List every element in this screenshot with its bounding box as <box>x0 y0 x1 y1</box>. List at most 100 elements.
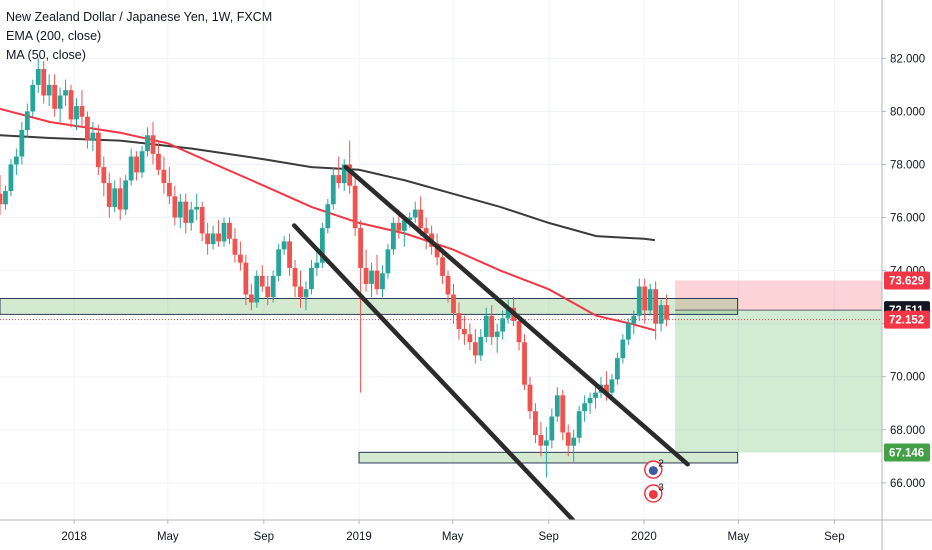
channel-line-1[interactable] <box>292 223 576 523</box>
candle-body <box>276 249 282 276</box>
candle-body <box>101 167 107 184</box>
candle-body <box>325 204 331 229</box>
candle-body <box>8 164 14 192</box>
candle-body <box>500 318 506 332</box>
support-zone-2[interactable] <box>358 451 739 464</box>
chart-legend: New Zealand Dollar / Japanese Yen, 1W, F… <box>6 8 272 65</box>
candle-body <box>13 156 19 165</box>
candle-body <box>52 84 58 109</box>
price-tick-label: 68.000 <box>890 425 925 437</box>
price-tick-label: 66.000 <box>890 478 925 490</box>
time-tick-label: May <box>728 531 750 543</box>
candle-body <box>205 233 211 245</box>
time-tick-label: Sep <box>824 531 844 543</box>
price-badge-take-profit-upper[interactable] <box>884 271 930 290</box>
time-tick-label: 2019 <box>346 531 372 543</box>
candle-body <box>412 209 418 218</box>
candle-body <box>46 84 52 96</box>
price-badge-target[interactable] <box>884 443 930 462</box>
candle-body <box>565 432 571 446</box>
candle-body <box>194 206 200 210</box>
candle-body <box>653 289 659 324</box>
candle-body <box>582 403 588 412</box>
candle-body <box>63 90 68 96</box>
candle-body <box>385 249 391 274</box>
candle-body <box>156 153 161 170</box>
candle-body <box>423 228 429 234</box>
event-flag-icon <box>648 489 658 499</box>
candle-body <box>172 196 178 218</box>
price-badge-last-price[interactable] <box>884 310 930 329</box>
candle-body <box>128 156 134 181</box>
candle-body <box>456 313 462 329</box>
event-markers[interactable]: 23 <box>644 459 665 503</box>
candle-body <box>560 395 566 433</box>
position-target-zone[interactable] <box>675 310 882 453</box>
channel-lines[interactable] <box>292 164 690 523</box>
candle-body <box>287 241 292 268</box>
position-stop-zone[interactable] <box>675 280 882 311</box>
candle-body <box>543 440 549 446</box>
candle-body <box>352 185 358 229</box>
candle-body <box>462 328 467 335</box>
legend-symbol-title[interactable]: New Zealand Dollar / Japanese Yen, 1W, F… <box>6 10 273 24</box>
price-tick-label: 78.000 <box>890 159 925 171</box>
candle-body <box>199 206 205 234</box>
candle-body <box>363 267 369 284</box>
candle-body <box>571 437 577 446</box>
candle-body <box>538 435 544 446</box>
candle-body <box>347 164 353 186</box>
candle-body <box>145 135 150 152</box>
time-tick-label: May <box>157 531 179 543</box>
legend-ema[interactable]: EMA (200, close) <box>6 29 102 43</box>
candle-body <box>210 233 216 245</box>
event-marker-2[interactable]: 2 <box>644 459 665 479</box>
time-axis-bg <box>0 520 932 550</box>
candle-body <box>358 228 364 268</box>
time-tick-label: 2018 <box>61 531 87 543</box>
candle-body <box>467 334 473 343</box>
candle-body <box>90 132 96 141</box>
candle-body <box>330 175 336 205</box>
candle-body <box>188 209 194 223</box>
candle-body <box>259 275 265 287</box>
candle-body <box>620 339 626 359</box>
candle-body <box>30 84 36 112</box>
candle-body <box>139 151 145 173</box>
candle-body <box>281 241 287 250</box>
candle-body <box>380 273 385 290</box>
candle-body <box>41 68 47 96</box>
candle-body <box>478 336 484 356</box>
candle-body <box>533 411 538 436</box>
ema-200-line <box>0 134 656 242</box>
price-badge-label: 73.629 <box>889 275 924 287</box>
candle-body <box>505 307 511 319</box>
candles <box>0 58 669 478</box>
candle-body <box>440 257 445 276</box>
candle-body <box>522 342 527 385</box>
candle-body <box>483 315 489 337</box>
candle-body <box>85 116 90 141</box>
candle-body <box>374 270 380 290</box>
candle-body <box>527 384 533 412</box>
event-marker-3[interactable]: 3 <box>644 482 665 503</box>
candle-body <box>112 188 118 207</box>
candle-body <box>117 188 123 210</box>
candle-body <box>314 262 320 268</box>
candle-body <box>123 180 129 210</box>
candle-body <box>221 222 227 242</box>
candle-body <box>401 220 407 231</box>
candle-body <box>341 164 347 184</box>
candle-body <box>445 275 451 295</box>
candle-body <box>472 342 478 356</box>
candle-body <box>232 238 238 255</box>
candle-body <box>68 90 74 120</box>
candle-body <box>79 106 85 117</box>
price-badge-label: 72.152 <box>889 315 924 327</box>
legend-ma[interactable]: MA (50, close) <box>6 48 86 62</box>
channel-line-2[interactable] <box>343 164 690 467</box>
candle-body <box>292 267 298 287</box>
